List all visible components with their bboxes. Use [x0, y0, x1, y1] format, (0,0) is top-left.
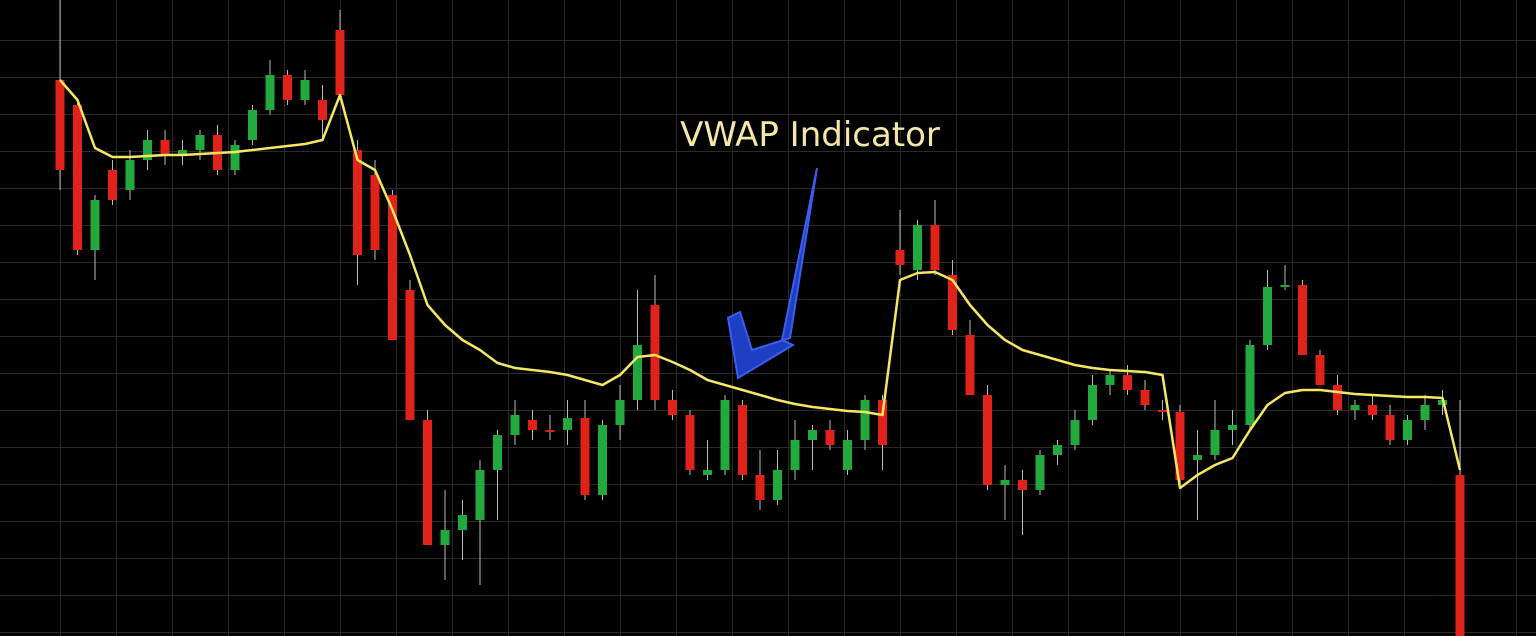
- candle-body: [1210, 430, 1220, 455]
- annotation-arrow: [726, 167, 818, 380]
- candle-body: [685, 415, 695, 470]
- candle-body: [668, 400, 677, 415]
- candle-body: [1403, 420, 1412, 440]
- candle-body: [598, 425, 607, 495]
- candle-body: [948, 275, 957, 330]
- candle-body: [1333, 385, 1342, 410]
- candle-body: [353, 150, 362, 255]
- candle-body: [1280, 285, 1290, 287]
- candle-body: [1105, 375, 1115, 385]
- candle-body: [878, 400, 887, 445]
- candle-body: [1053, 445, 1062, 455]
- candle-body: [143, 140, 152, 160]
- candle-body: [703, 470, 712, 475]
- candle-body: [423, 420, 432, 545]
- candle-body: [563, 418, 572, 430]
- candle-body: [580, 418, 590, 495]
- candle-body: [160, 140, 170, 155]
- candle-body: [125, 160, 135, 190]
- candle-body: [90, 200, 100, 250]
- candle-body: [318, 100, 327, 120]
- candle-body: [1088, 385, 1097, 420]
- candle-body: [195, 135, 205, 150]
- candle-body: [895, 250, 905, 265]
- candle-body: [1000, 480, 1010, 485]
- candle-body: [1018, 480, 1027, 490]
- candle-body: [1315, 355, 1325, 385]
- candle-body: [825, 430, 835, 445]
- candle-body: [388, 195, 397, 340]
- candle-body: [545, 430, 555, 432]
- candle-body: [738, 405, 747, 475]
- candle-body: [178, 150, 187, 155]
- candle-body: [720, 400, 730, 470]
- candle-body: [1420, 405, 1430, 420]
- candle-body: [860, 400, 870, 440]
- annotation: VWAP Indicator: [680, 115, 940, 155]
- candle-body: [335, 30, 345, 95]
- candle-body: [248, 110, 257, 140]
- candle-body: [300, 80, 310, 100]
- candle-body: [1140, 390, 1150, 405]
- candle-body: [1123, 375, 1132, 390]
- candle-body: [650, 305, 660, 400]
- candle-body: [405, 290, 415, 420]
- candle-body: [1245, 345, 1255, 425]
- candle-body: [930, 225, 940, 270]
- candle-body: [983, 395, 992, 485]
- candle-body: [510, 415, 520, 435]
- candle-body: [790, 440, 800, 470]
- candle-body: [1385, 415, 1395, 440]
- candle-body: [1228, 425, 1237, 430]
- candle-body: [1263, 287, 1272, 345]
- candle-body: [475, 470, 485, 520]
- candle-body: [773, 470, 782, 500]
- candle-body: [528, 420, 537, 430]
- candle-body: [1193, 455, 1202, 460]
- candle-body: [230, 145, 240, 170]
- candle-body: [1368, 405, 1377, 415]
- candle-body: [440, 530, 450, 545]
- candle-body: [283, 75, 292, 100]
- candle-body: [808, 430, 817, 440]
- candle-body: [493, 435, 502, 470]
- candle-body: [265, 75, 275, 110]
- candle-body: [1070, 420, 1080, 445]
- candle-body: [1175, 412, 1185, 480]
- candles: [55, 0, 1465, 636]
- candle-body: [1455, 475, 1465, 636]
- candle-body: [965, 335, 975, 395]
- candle-body: [755, 475, 765, 500]
- candle-body: [55, 80, 65, 170]
- candle-body: [458, 515, 467, 530]
- candle-body: [1350, 405, 1360, 410]
- candle-body: [633, 345, 642, 400]
- candle-body: [913, 225, 922, 270]
- candle-body: [1298, 285, 1307, 355]
- candle-body: [615, 400, 625, 425]
- candle-body: [370, 175, 380, 250]
- candle-body: [1035, 455, 1045, 490]
- candle-body: [108, 170, 117, 200]
- candle-body: [1158, 410, 1167, 412]
- candle-body: [73, 105, 82, 250]
- candle-body: [843, 440, 852, 470]
- vwap-line: [59, 79, 1462, 490]
